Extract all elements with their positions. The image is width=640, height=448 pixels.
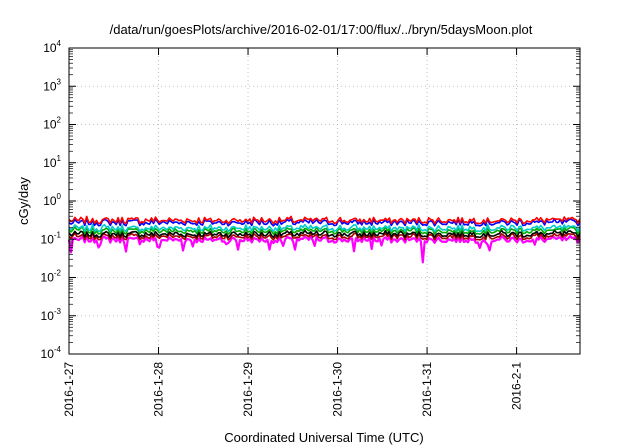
- x-tick-label: 2016-1-28: [152, 362, 166, 417]
- y-tick-label: 103: [43, 77, 61, 93]
- series-line: [68, 215, 581, 225]
- x-tick-label: 2016-1-29: [241, 362, 255, 417]
- series-line: [68, 223, 581, 233]
- x-axis-label: Coordinated Universal Time (UTC): [224, 430, 423, 445]
- series-line: [68, 231, 581, 241]
- grid: [69, 48, 580, 354]
- y-tick-label: 10-3: [41, 307, 62, 323]
- series-group: [67, 215, 581, 264]
- x-tick-label: 2016-1-30: [331, 362, 345, 417]
- x-tick-label: 2016-1-27: [62, 362, 76, 417]
- x-axis: 2016-1-27 2016-1-28 2016-1-29 2016-1-30 2016…: [62, 48, 524, 417]
- series-line: [68, 218, 581, 227]
- y-tick-label: 102: [43, 116, 61, 132]
- y-axis-label: cGy/day: [16, 177, 31, 225]
- y-tick-label: 100: [43, 192, 61, 208]
- x-tick-label: 2016-2-1: [510, 362, 524, 410]
- y-axis: 10-4 10-3 10-2 10-1 100 101 102 103 104: [41, 39, 580, 361]
- y-tick-label: 10-2: [41, 269, 62, 285]
- y-tick-label: 101: [43, 154, 61, 170]
- series-line: [68, 229, 581, 239]
- y-tick-label: 10-4: [41, 345, 62, 361]
- chart-title: /data/run/goesPlots/archive/2016-02-01/1…: [110, 22, 533, 37]
- x-tick-label: 2016-1-31: [420, 362, 434, 417]
- series-line: [67, 234, 581, 264]
- series-line: [68, 226, 581, 235]
- y-tick-label: 10-1: [41, 230, 62, 246]
- y-tick-label: 104: [43, 39, 61, 55]
